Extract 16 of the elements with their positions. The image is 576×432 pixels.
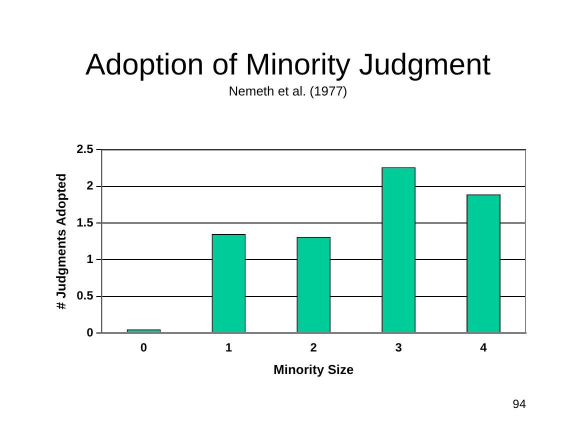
y-axis-title: # Judgments Adopted (53, 173, 68, 310)
y-tick-label: 0.5 (76, 288, 94, 303)
y-tick-label: 1.5 (76, 215, 94, 230)
y-tick-label: 1 (86, 252, 94, 266)
x-tick-label: 2 (310, 340, 318, 355)
x-tick-label: 1 (225, 340, 232, 355)
x-axis-title: Minority Size (274, 362, 354, 377)
chart-title: Adoption of Minority Judgment (85, 48, 492, 82)
x-tick-label: 0 (140, 340, 148, 355)
text: 94 (512, 397, 526, 411)
y-tick-label: 2.5 (76, 142, 94, 156)
y-tick-label: 2 (86, 178, 94, 193)
x-tick-label: 3 (395, 340, 402, 355)
chart-subtitle: Nemeth et al. (1977) (228, 83, 348, 98)
y-tick-label: 0 (86, 325, 94, 340)
x-tick-label: 4 (480, 340, 488, 355)
